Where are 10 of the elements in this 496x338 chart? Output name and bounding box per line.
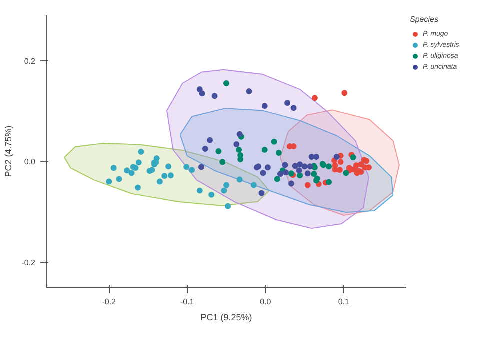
y-axis-title: PC2 (4.75%)	[4, 126, 14, 178]
x-tick-label: 0.0	[260, 298, 272, 306]
x-tick-label: 0.1	[338, 298, 350, 306]
y-tick-label: -0.2	[22, 258, 36, 268]
x-axis-title: PC1 (9.25%)	[200, 312, 252, 322]
y-tick-label: 0.0	[24, 158, 36, 167]
x-tick-label: -0.2	[102, 298, 117, 306]
x-tick-label: -0.1	[180, 298, 195, 306]
y-tick-label: 0.2	[24, 56, 36, 66]
legend-title: Species	[410, 15, 440, 24]
